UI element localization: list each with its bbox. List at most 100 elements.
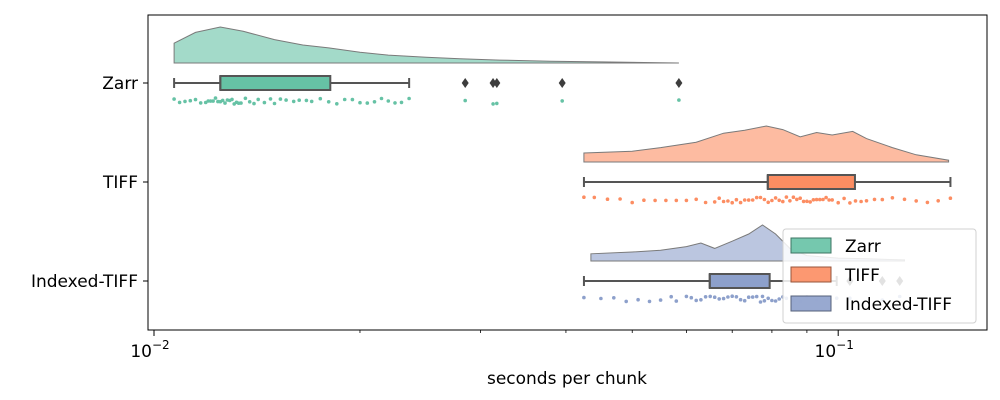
rain-point-zarr <box>372 100 377 104</box>
legend-swatch-indexed-tiff <box>790 295 832 312</box>
rain-point-zarr <box>350 97 355 102</box>
rain-point-tiff <box>781 199 785 204</box>
rain-point-indexed-tiff <box>674 299 679 303</box>
y-tick-label-zarr: Zarr <box>102 74 138 94</box>
rain-point-indexed-tiff <box>754 294 759 299</box>
rain-point-indexed-tiff <box>703 295 708 299</box>
rain-point-tiff <box>694 197 698 202</box>
rain-point-zarr <box>193 97 198 102</box>
rain-point-zarr <box>318 96 323 101</box>
rain-point-tiff <box>824 195 828 200</box>
rain-point-tiff <box>795 197 799 202</box>
rain-point-zarr <box>177 100 182 105</box>
rain-point-indexed-tiff <box>694 298 698 303</box>
rain-point-indexed-tiff <box>738 297 743 302</box>
rain-point-zarr <box>495 101 499 106</box>
rain-point-tiff <box>738 200 743 205</box>
rain-point-indexed-tiff <box>658 298 663 302</box>
rain-point-zarr <box>256 97 261 102</box>
cloud-tiff <box>583 125 950 163</box>
rain-point-indexed-tiff <box>773 299 778 303</box>
rain-point-indexed-tiff <box>684 294 689 299</box>
rain-point-zarr <box>335 102 339 106</box>
rain-point-tiff <box>914 199 918 203</box>
rain-point-indexed-tiff <box>636 297 640 302</box>
rain-point-indexed-tiff <box>734 295 739 299</box>
y-tick-label-tiff: TIFF <box>102 173 138 193</box>
rain-point-tiff <box>872 197 877 202</box>
rain-point-tiff <box>808 200 812 204</box>
rain-point-zarr <box>379 96 384 101</box>
rain-point-indexed-tiff <box>758 300 763 304</box>
rain-point-zarr <box>213 96 218 100</box>
rain-point-tiff <box>821 197 825 202</box>
rain-point-tiff <box>948 196 953 200</box>
rain-point-indexed-tiff <box>708 294 712 299</box>
rain-point-tiff <box>848 201 852 205</box>
rain-point-tiff <box>818 197 822 202</box>
rain-point-zarr <box>262 100 267 105</box>
rain-point-zarr <box>297 98 302 102</box>
rain-point-tiff <box>801 199 806 204</box>
rain-point-zarr <box>243 96 248 101</box>
x-tick-label: 10−2 <box>130 338 169 362</box>
rain-point-indexed-tiff <box>647 299 652 304</box>
rain-point-tiff <box>766 200 770 205</box>
rain-point-zarr <box>386 99 391 103</box>
legend-label-indexed-tiff: Indexed-TIFF <box>845 295 952 315</box>
rain-point-zarr <box>309 99 314 104</box>
rain-point-tiff <box>653 198 657 203</box>
rain-point-tiff <box>618 197 622 201</box>
rain-point-tiff <box>726 199 730 203</box>
rain-point-tiff <box>730 200 734 205</box>
rain-point-zarr <box>272 101 277 106</box>
rain-point-zarr <box>230 97 234 102</box>
legend-label-tiff: TIFF <box>844 266 880 286</box>
rain-point-tiff <box>805 199 809 204</box>
rain-point-zarr <box>172 97 176 101</box>
plot-frame <box>147 14 988 331</box>
rain-point-zarr <box>677 98 681 102</box>
rain-point-zarr <box>239 101 243 105</box>
rain-point-zarr <box>393 101 397 105</box>
rain-point-tiff <box>592 195 597 200</box>
rain-point-tiff <box>827 198 831 202</box>
rain-point-tiff <box>777 198 781 203</box>
rain-point-indexed-tiff <box>742 298 747 303</box>
rain-point-zarr <box>268 97 273 101</box>
rain-point-zarr <box>198 101 203 105</box>
rain-point-zarr <box>342 97 347 102</box>
rain-point-tiff <box>684 198 689 203</box>
rain-point-indexed-tiff <box>750 295 755 299</box>
rain-point-zarr <box>358 100 362 105</box>
rain-point-tiff <box>762 197 767 202</box>
box-indexed-tiff <box>708 273 771 289</box>
rain-point-tiff <box>712 200 717 204</box>
rain-point-zarr <box>278 97 283 101</box>
x-axis-label: seconds per chunk <box>487 369 647 389</box>
rain-point-tiff <box>746 198 751 202</box>
outlier-zarr <box>558 78 566 88</box>
rain-point-zarr <box>211 99 215 103</box>
rain-point-indexed-tiff <box>770 298 774 303</box>
rain-point-zarr <box>407 96 411 101</box>
rain-point-indexed-tiff <box>669 294 673 299</box>
rain-point-zarr <box>188 98 193 103</box>
rain-point-tiff <box>630 200 634 205</box>
rain-point-tiff <box>674 198 679 203</box>
rain-point-tiff <box>773 196 778 200</box>
x-tick-label: 10−1 <box>815 338 854 362</box>
x-axis: 10−2 10−1 <box>130 330 854 362</box>
outlier-zarr <box>493 78 501 88</box>
rain-point-tiff <box>864 199 869 203</box>
rain-point-tiff <box>925 200 930 205</box>
legend: Zarr TIFF Indexed-TIFF <box>782 228 977 324</box>
box-zarr <box>219 75 332 91</box>
rain-point-tiff <box>784 195 789 199</box>
rain-point-zarr <box>223 101 227 105</box>
y-axis: Zarr TIFF Indexed-TIFF <box>31 74 148 292</box>
rain-point-tiff <box>742 198 747 202</box>
rain-point-tiff <box>902 197 907 202</box>
rain-point-tiff <box>836 200 840 205</box>
rain-point-zarr <box>304 98 309 103</box>
